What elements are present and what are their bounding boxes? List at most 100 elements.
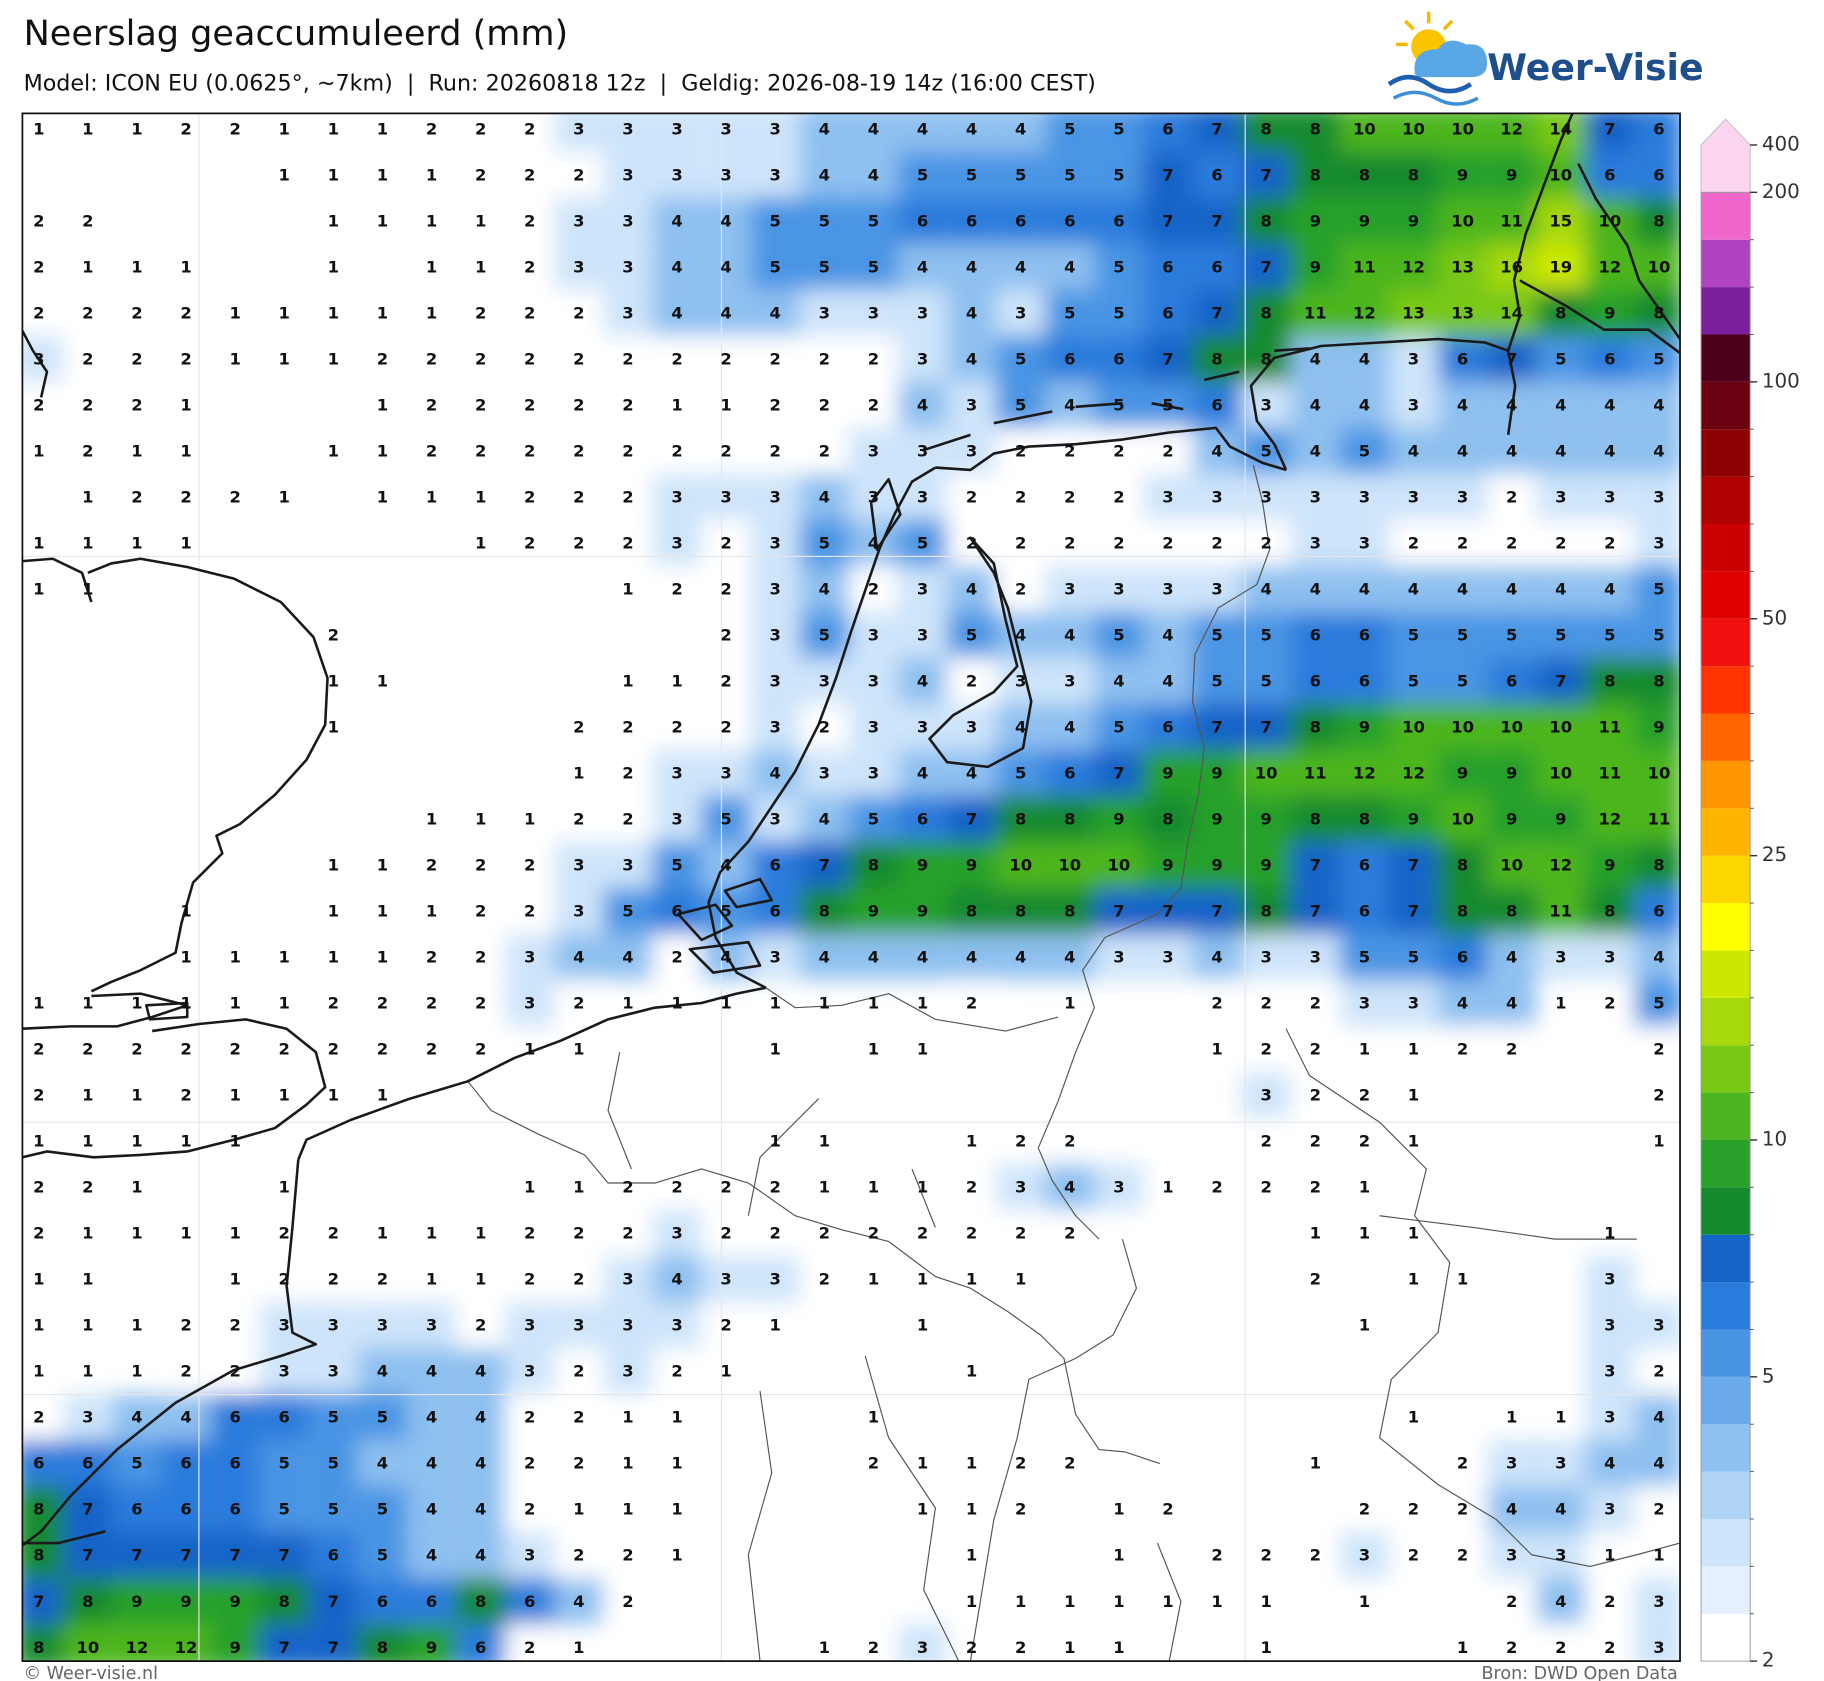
grid-value: 4 [1162, 625, 1173, 644]
precip-cell [1634, 1347, 1681, 1395]
grid-value: 1 [868, 1270, 879, 1289]
precip-cell [1045, 933, 1095, 980]
grid-value: 2 [1506, 1040, 1517, 1059]
precip-cell [210, 1624, 260, 1662]
grid-value: 3 [868, 625, 879, 644]
grid-value: 2 [1408, 533, 1419, 552]
grid-value: 1 [1359, 1040, 1370, 1059]
grid-value: 4 [180, 1408, 191, 1427]
grid-value: 2 [1555, 533, 1566, 552]
grid-value: 4 [868, 533, 879, 552]
precip-cell [161, 1440, 211, 1487]
grid-value: 5 [1261, 441, 1272, 460]
precip-cell [505, 1255, 555, 1302]
grid-value: 1 [82, 257, 93, 276]
grid-value: 9 [1310, 211, 1321, 230]
grid-value: 1 [33, 1362, 44, 1381]
grid-value: 9 [1359, 211, 1370, 230]
precip-cell [308, 1025, 358, 1072]
grid-value: 2 [622, 395, 633, 414]
grid-value: 7 [33, 1592, 44, 1611]
precip-cell [1192, 657, 1242, 704]
precip-cell [505, 1486, 555, 1533]
grid-value: 1 [377, 902, 388, 921]
grid-value: 2 [1359, 1132, 1370, 1151]
precip-cell [652, 795, 702, 842]
precip-cell [505, 887, 555, 934]
grid-value: 2 [1653, 1086, 1664, 1105]
precip-cell [210, 1301, 260, 1348]
grid-value: 12 [1598, 809, 1621, 828]
precip-cell [1192, 841, 1242, 888]
grid-value: 10 [1500, 856, 1523, 875]
grid-value: 2 [229, 119, 240, 138]
precip-cell [897, 335, 948, 382]
precip-cell [161, 1301, 211, 1348]
precip-cell [1339, 979, 1389, 1026]
grid-value: 1 [1604, 1546, 1615, 1565]
grid-value: 9 [1359, 717, 1370, 736]
grid-value: 1 [1359, 1316, 1370, 1335]
grid-value: 3 [1555, 1546, 1566, 1565]
precip-cell [603, 113, 653, 152]
title: Neerslag geaccumuleerd (mm) [24, 13, 569, 54]
precip-cell [701, 1209, 751, 1256]
grid-value: 1 [131, 1316, 142, 1335]
grid-value: 3 [1506, 1546, 1517, 1565]
precip-cell [750, 887, 800, 934]
grid-value: 3 [770, 948, 781, 967]
precip-cell [1143, 473, 1193, 520]
grid-value: 6 [1113, 349, 1124, 368]
grid-value: 2 [475, 303, 486, 322]
grid-value: 2 [131, 395, 142, 414]
grid-value: 8 [377, 1638, 388, 1657]
precipitation-field [22, 113, 1681, 1662]
grid-value: 2 [475, 119, 486, 138]
precip-cell [161, 113, 211, 152]
grid-value: 4 [1261, 579, 1272, 598]
precip-cell [1487, 703, 1537, 750]
grid-value: 2 [622, 1592, 633, 1611]
precip-cell [308, 1578, 358, 1625]
grid-value: 2 [426, 948, 437, 967]
grid-value: 3 [1653, 487, 1664, 506]
precip-cell [652, 841, 702, 888]
precip-cell [750, 427, 800, 474]
precip-cell [1536, 841, 1586, 888]
grid-value: 6 [229, 1500, 240, 1519]
precip-cell [652, 703, 702, 750]
precip-cell [1388, 381, 1439, 428]
grid-value: 1 [1310, 1454, 1321, 1473]
grid-value: 11 [1500, 211, 1523, 230]
precip-cell [1143, 335, 1193, 382]
grid-value: 3 [1064, 579, 1075, 598]
precip-cell [701, 565, 751, 612]
grid-value: 1 [82, 1086, 93, 1105]
grid-value: 9 [1162, 856, 1173, 875]
grid-value: 2 [1653, 1040, 1664, 1059]
grid-value: 9 [1506, 763, 1517, 782]
grid-value: 1 [377, 441, 388, 460]
grid-value: 2 [229, 1040, 240, 1059]
grid-value: 7 [1211, 902, 1222, 921]
precip-cell [1045, 381, 1095, 428]
precip-cell [897, 795, 948, 842]
precip-cell [357, 1347, 407, 1395]
coastlines [22, 113, 1681, 1547]
grid-value: 1 [966, 1362, 977, 1381]
grid-value: 5 [1113, 165, 1124, 184]
grid-value: 3 [1359, 533, 1370, 552]
precip-cell [947, 1209, 997, 1256]
grid-value: 2 [426, 119, 437, 138]
precip-cell [210, 1532, 260, 1579]
precip-cell [1290, 113, 1340, 152]
precip-cell [1192, 427, 1242, 474]
grid-value: 4 [671, 303, 682, 322]
precip-cell [1438, 887, 1488, 934]
precip-cell [1585, 657, 1635, 704]
grid-value: 10 [1549, 165, 1572, 184]
precip-cell [357, 979, 407, 1026]
precip-cell [1192, 1163, 1242, 1210]
precip-cell [1143, 795, 1193, 842]
precip-cell [1536, 657, 1586, 704]
